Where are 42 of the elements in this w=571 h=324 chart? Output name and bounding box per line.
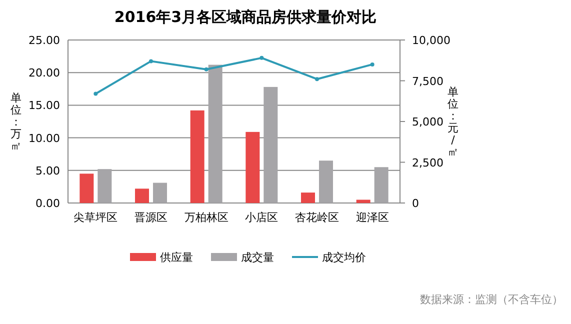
chart-title: 2016年3月各区域商品房供求量价对比 — [114, 8, 377, 26]
y2-tick-label: 0 — [412, 197, 419, 210]
bar — [246, 132, 260, 203]
y-tick-label: 20.00 — [28, 66, 60, 80]
point — [149, 59, 153, 64]
x-tick-label: 万柏林区 — [184, 211, 228, 224]
y-tick-label: 25.00 — [28, 34, 60, 47]
y2-tick-label: 10,000 — [412, 34, 450, 47]
y2-tick-label: 5,000 — [412, 116, 444, 128]
bar — [319, 160, 333, 203]
y-tick-label: 5.00 — [36, 164, 60, 178]
legend-label: 供应量 — [160, 251, 193, 264]
x-tick-label: 迎泽区 — [356, 211, 389, 224]
bar — [301, 192, 315, 203]
y-tick-label: 0.00 — [36, 197, 60, 210]
point — [370, 62, 374, 66]
bar — [264, 86, 278, 203]
bar — [190, 110, 204, 203]
legend-label: 成交量 — [241, 251, 274, 264]
point — [204, 67, 208, 72]
x-tick-label: 尖草坪区 — [74, 211, 118, 224]
point — [260, 56, 264, 60]
bar — [135, 188, 149, 203]
x-tick-label: 杏花岭区 — [295, 211, 339, 224]
y2-axis-title: 单位：元/㎡ — [448, 86, 458, 158]
legend-label: 成交均价 — [322, 251, 366, 264]
bar — [208, 64, 222, 203]
x-tick-label: 小店区 — [245, 211, 278, 224]
bar — [356, 200, 370, 203]
y-axis-title: 单位：万㎡ — [10, 92, 22, 152]
bar — [80, 174, 94, 203]
bar — [374, 167, 388, 203]
y2-tick-label: 7,500 — [412, 74, 444, 88]
source-note: 数据来源：监测（不含车位） — [420, 293, 563, 306]
point — [94, 92, 98, 96]
y-tick-label: 10.00 — [28, 132, 60, 145]
bar — [98, 169, 112, 203]
y2-tick-label: 2,500 — [412, 156, 444, 170]
x-tick-label: 晋源区 — [134, 211, 168, 224]
bar — [153, 182, 167, 203]
y-tick-label: 15.00 — [28, 99, 60, 112]
point — [315, 77, 319, 82]
